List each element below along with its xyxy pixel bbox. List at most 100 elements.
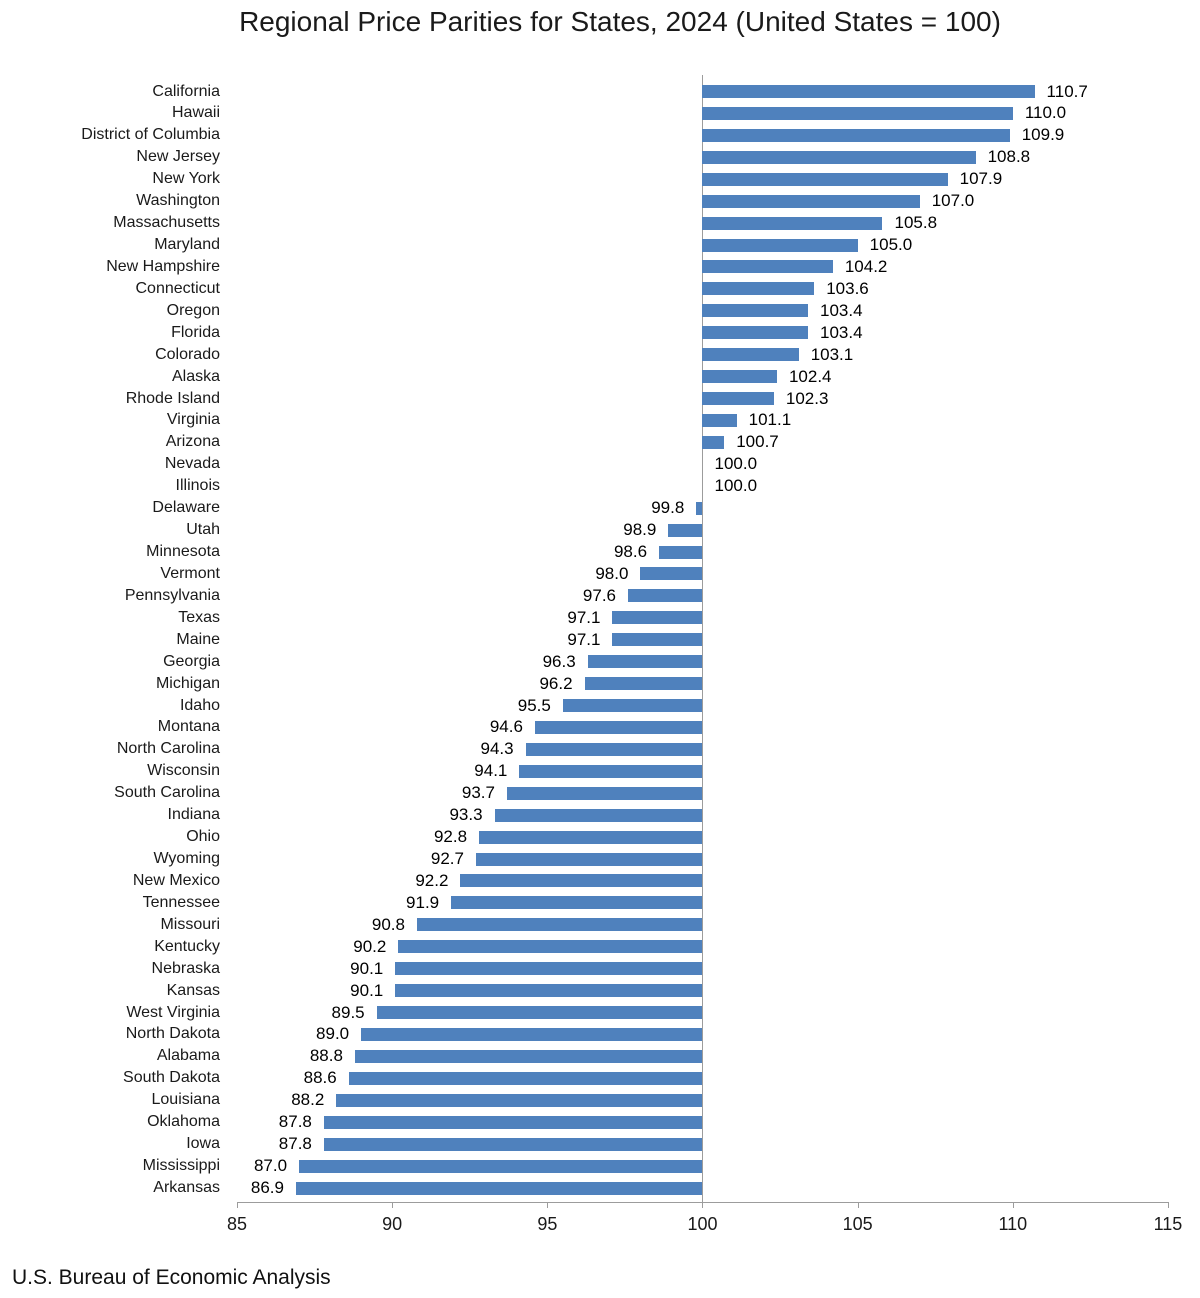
category-label: Alabama [156,1047,220,1065]
bar [668,523,703,537]
value-label: 90.1 [350,980,384,1000]
category-label: Rhode Island [125,389,220,407]
category-label: Wyoming [153,850,220,868]
value-label: 88.6 [303,1068,337,1088]
category-label: Ohio [186,828,220,846]
x-axis-tick [1167,1202,1169,1208]
value-label: 102.3 [785,388,829,408]
value-label: 96.3 [542,651,576,671]
category-label: Idaho [179,696,220,714]
bar [395,984,703,998]
value-label: 94.3 [480,739,514,759]
value-label: 100.0 [714,454,758,474]
bar [702,106,1013,120]
bar [702,304,808,318]
value-label: 101.1 [748,410,792,430]
value-label: 103.6 [826,278,869,298]
category-label: Kansas [166,981,220,999]
category-label: Colorado [155,345,220,363]
value-label: 97.1 [567,629,601,649]
category-label: Utah [186,521,220,539]
bar [612,633,703,647]
category-label: South Carolina [114,784,220,802]
value-label: 97.1 [567,607,601,627]
x-axis-tick-label: 85 [226,1214,248,1234]
chart-title: Regional Price Parities for States, 2024… [239,6,1001,37]
category-label: Hawaii [171,104,220,122]
category-label: Missouri [160,915,220,933]
bar [702,150,976,164]
x-axis-tick [392,1202,394,1208]
category-label: Kentucky [154,937,220,955]
value-label: 98.0 [595,563,629,583]
value-label: 98.9 [623,520,657,540]
category-label: Indiana [167,806,221,824]
category-label: Louisiana [151,1091,221,1109]
category-label: Florida [171,323,220,341]
category-label: New York [152,170,220,188]
bar [475,852,703,866]
bar [628,589,703,603]
value-label: 97.6 [582,585,617,605]
bar [295,1181,703,1195]
bar [702,172,948,186]
category-label: Iowa [186,1135,220,1153]
value-label: 105.0 [869,235,913,254]
category-label: Nevada [164,455,220,473]
bar [451,896,703,910]
value-label: 90.2 [353,936,387,956]
category-label: New Hampshire [106,257,220,275]
x-axis-tick-label: 90 [382,1214,403,1234]
bar [494,808,703,822]
x-axis-tick [702,1202,704,1208]
value-label: 104.2 [844,256,888,276]
value-label: 90.8 [371,914,405,934]
bar [395,962,703,976]
value-label: 93.3 [449,805,483,825]
bar [361,1027,703,1041]
x-axis-tick-label: 110 [998,1214,1028,1234]
category-label: Massachusetts [113,214,220,232]
value-label: 92.7 [430,849,464,869]
bar [562,699,703,713]
value-label: 108.8 [987,147,1031,167]
category-label: District of Columbia [81,126,220,144]
category-label: Pennsylvania [124,586,220,604]
value-label: 110.7 [1046,81,1088,101]
value-label: 100.0 [714,476,758,496]
category-label: Delaware [152,499,220,517]
bar [299,1159,703,1173]
value-label: 89.5 [331,1002,365,1022]
value-label: 102.4 [788,366,832,386]
value-label: 86.9 [250,1178,284,1197]
value-label: 95.5 [517,695,551,715]
x-axis-tick [547,1202,549,1208]
source-note: U.S. Bureau of Economic Analysis [12,1266,331,1289]
value-label: 89.0 [316,1024,350,1044]
category-label: New Jersey [136,148,220,166]
value-label: 103.4 [820,322,863,342]
category-label: Minnesota [146,543,220,561]
bar [398,940,703,954]
category-label: California [152,82,220,100]
value-label: 92.8 [433,827,468,847]
bar [519,764,703,778]
value-label: 91.9 [406,892,440,912]
bar [702,216,883,230]
bar [323,1115,703,1129]
category-label: Oklahoma [147,1113,220,1131]
bar [348,1071,703,1085]
value-label: 105.8 [894,213,938,233]
bar [702,194,920,208]
bar [702,392,774,406]
category-label: North Dakota [125,1025,220,1043]
category-label: Vermont [160,564,220,582]
bar [376,1006,703,1020]
category-label: Wisconsin [147,762,220,780]
value-label: 103.4 [820,300,863,320]
bar [702,282,815,296]
bar [702,238,858,252]
value-label: 87.8 [278,1134,312,1154]
